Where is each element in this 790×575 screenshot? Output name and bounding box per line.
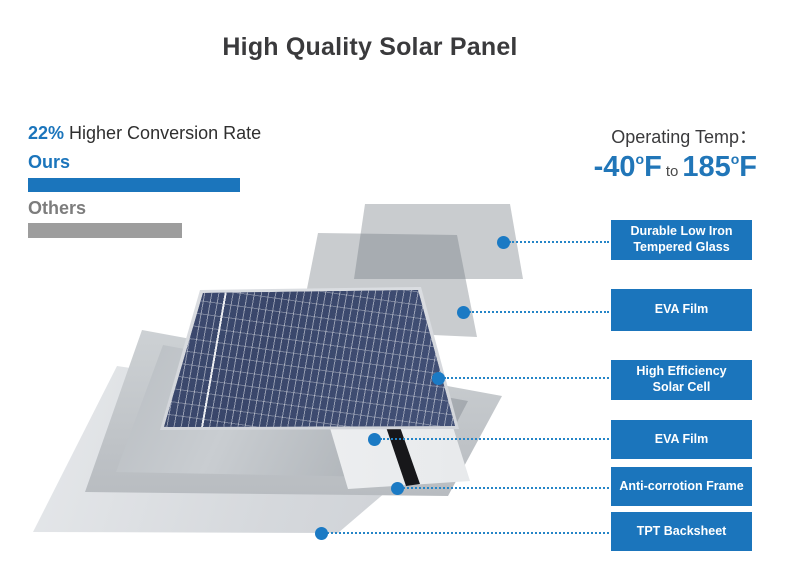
label-eva-film-bottom: EVA Film: [611, 420, 752, 459]
label-backsheet: TPT Backsheet: [611, 512, 752, 551]
others-label: Others: [28, 198, 87, 218]
leader-line-backsheet: [327, 532, 609, 534]
label-frame: Anti-corrotion Frame: [611, 467, 752, 506]
ours-label: Ours: [28, 152, 71, 172]
dot-backsheet: [315, 527, 328, 540]
temp-low-value: -40: [593, 151, 636, 183]
label-tempered-glass: Durable Low Iron Tempered Glass: [611, 220, 752, 260]
page-title: High Quality Solar Panel: [222, 33, 518, 61]
leader-line-cell: [444, 377, 609, 379]
temp-high-value: 185: [682, 151, 731, 183]
dot-eva-bottom: [368, 433, 381, 446]
dot-glass: [497, 236, 510, 249]
leader-line-glass: [509, 241, 609, 243]
conversion-rate-value: 22%: [28, 123, 65, 143]
conversion-rate-text: Higher Conversion Rate: [64, 123, 262, 143]
temp-high-degree: o: [730, 151, 740, 168]
operating-temp-label: Operating Temp：: [611, 127, 757, 147]
conversion-rate-line: 22% Higher Conversion Rate: [28, 123, 261, 144]
dot-frame: [391, 482, 404, 495]
temp-low-unit: F: [644, 151, 662, 183]
leader-line-eva-bottom: [380, 438, 609, 440]
operating-temp-range: -40oF to 185oF: [594, 151, 757, 184]
dot-eva-top: [457, 306, 470, 319]
dot-cell: [432, 372, 445, 385]
temp-high-unit: F: [739, 151, 757, 183]
others-bar: [28, 223, 182, 238]
temp-low-degree: o: [635, 151, 645, 168]
label-eva-film-top: EVA Film: [611, 289, 752, 331]
leader-line-frame: [403, 487, 609, 489]
label-solar-cell: High Efficiency Solar Cell: [611, 360, 752, 400]
ours-bar: [28, 178, 240, 192]
leader-line-eva-top: [469, 311, 609, 313]
temp-connector: to: [665, 163, 679, 180]
